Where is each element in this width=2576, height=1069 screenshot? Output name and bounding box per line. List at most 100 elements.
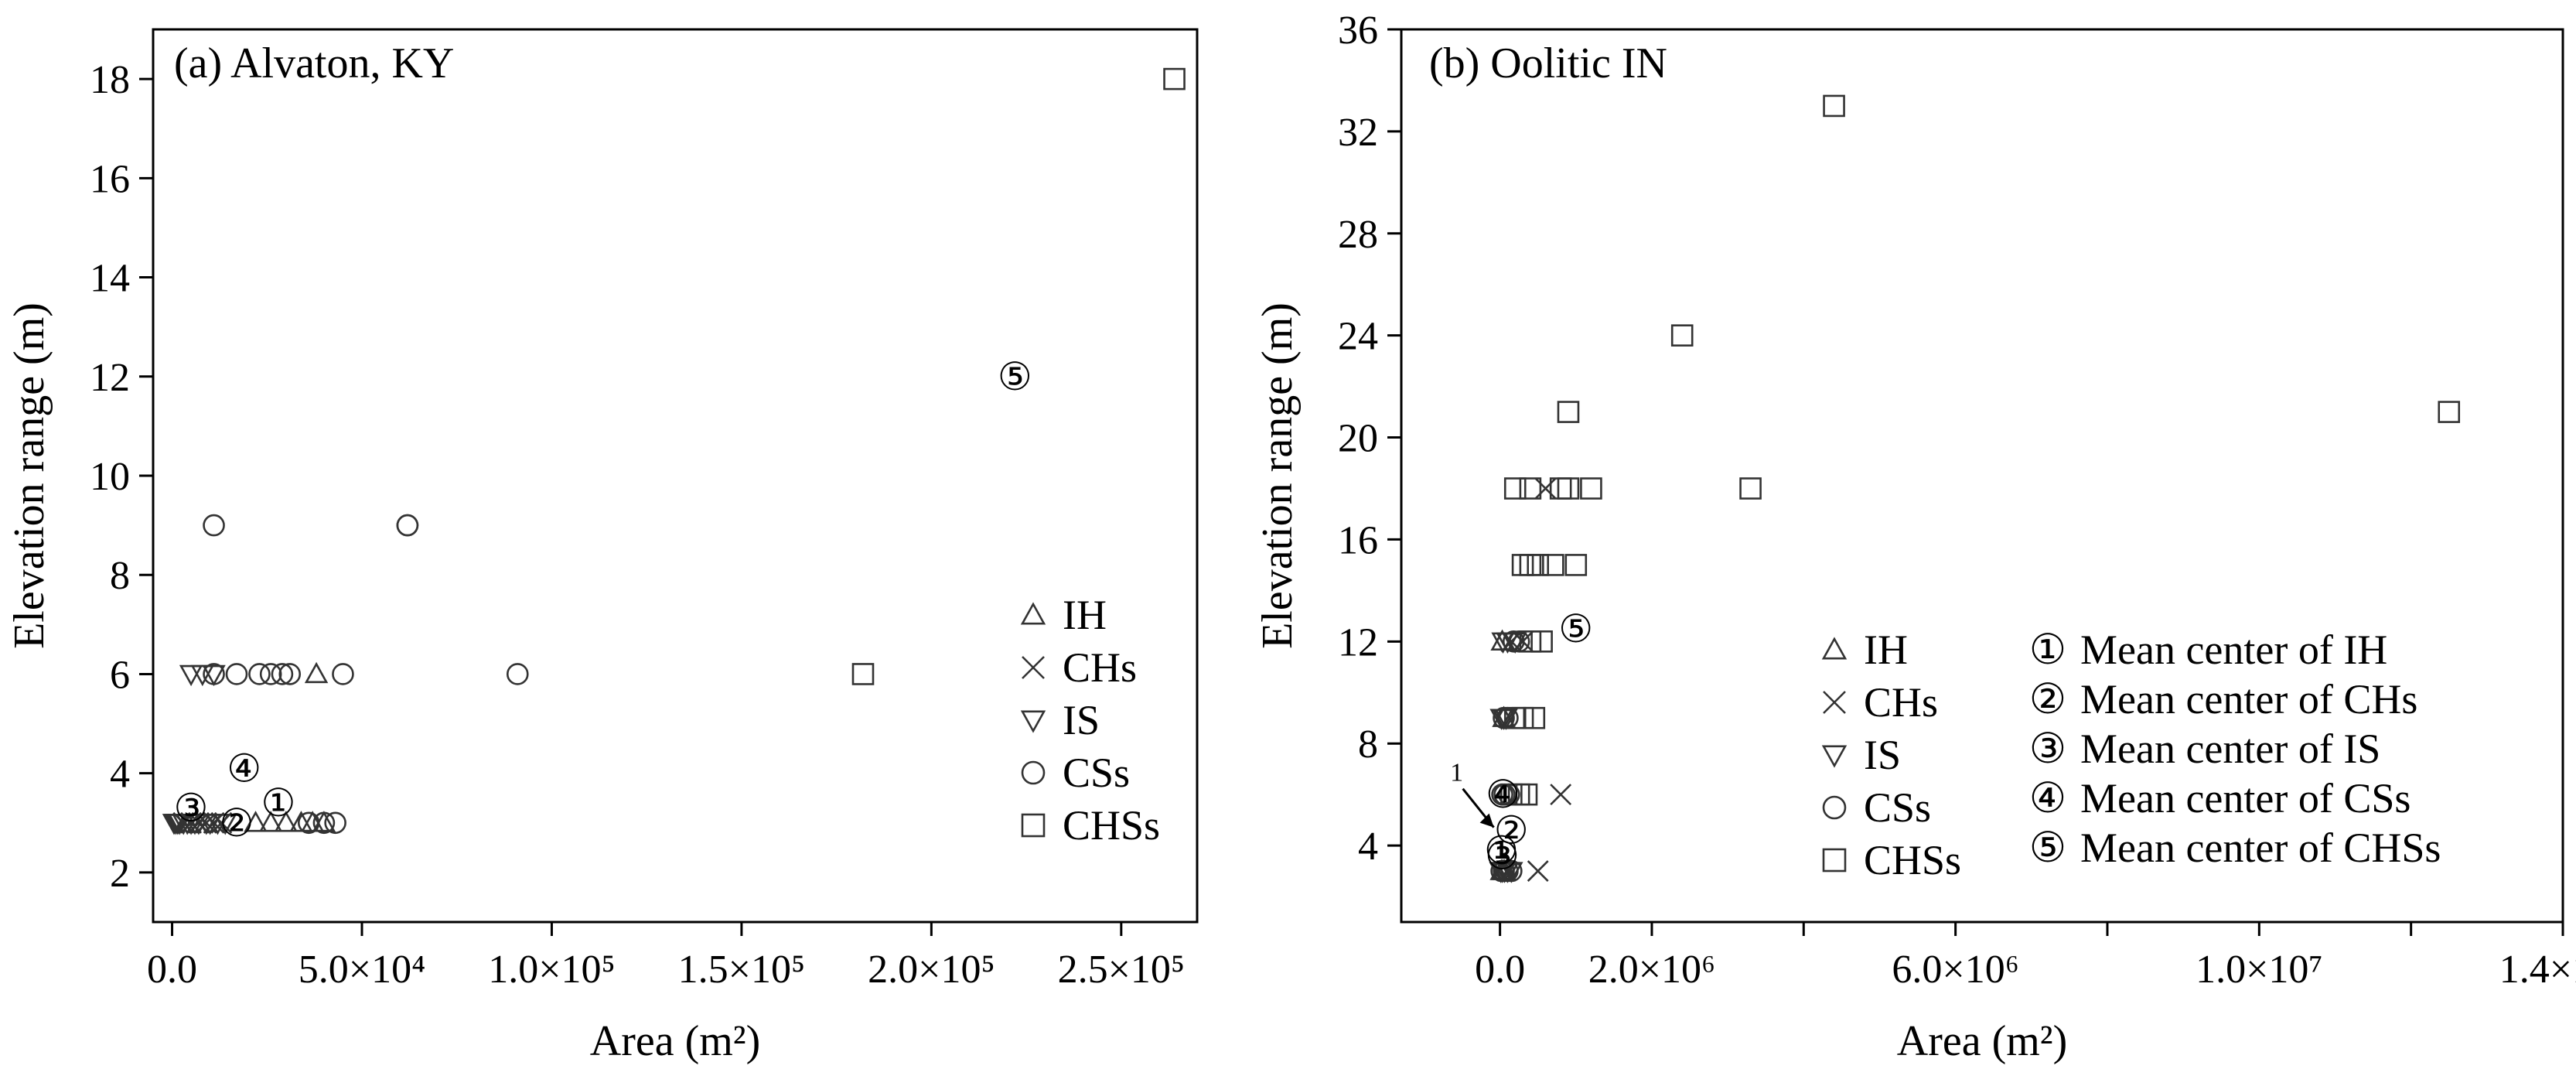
data-points-a xyxy=(162,67,1186,835)
data-point-chss xyxy=(1511,554,1534,576)
data-point-chss xyxy=(1542,554,1564,576)
legend-marker-chs-stroke xyxy=(1022,656,1045,679)
series-css xyxy=(203,514,529,835)
legend-a: IH CHs IS CSs CHSs xyxy=(1020,592,1160,849)
legend-item-is: IS xyxy=(1020,697,1100,743)
note-symbol: ③ xyxy=(2029,724,2066,773)
legend-item-chs: CHs xyxy=(1823,679,1938,726)
data-point-ih xyxy=(258,811,283,832)
series-chss xyxy=(1500,94,2461,806)
data-point-css xyxy=(225,663,248,685)
data-point-chss xyxy=(1527,554,1550,576)
note-row: ⑤ Mean center of CHSs xyxy=(2029,823,2441,872)
x-axis-title-a: Area (m²) xyxy=(590,1017,760,1065)
mean-center-marker: ③ xyxy=(174,786,209,831)
legend-marker-ih xyxy=(1821,637,1848,660)
y-tick-label: 2 xyxy=(110,852,130,896)
data-point-chs xyxy=(1527,860,1549,882)
y-tick-label: 8 xyxy=(110,554,130,598)
data-point-chs xyxy=(1534,477,1557,500)
note-text: Mean center of IH xyxy=(2080,627,2387,673)
mean-center-marker: ⑤ xyxy=(1558,606,1593,651)
mean-center-marker: ② xyxy=(1494,808,1529,852)
data-point-css xyxy=(1500,859,1523,883)
data-point-chss xyxy=(1823,94,1845,118)
x-tick-label: 1.0×10⁵ xyxy=(488,948,615,992)
legend-item-chss: CHSs xyxy=(1021,802,1160,849)
y-tick-label: 20 xyxy=(1338,417,1378,461)
note-text: Mean center of IS xyxy=(2080,726,2380,772)
x-tick-label: 2.0×10⁶ xyxy=(1588,948,1715,992)
y-tick-label: 28 xyxy=(1338,213,1378,257)
x-tick-label: 1.4×10⁷ xyxy=(2499,948,2576,992)
y-axis-ticks-b: 4 8 12 16 20 24 28 32 36 xyxy=(1338,9,1401,869)
x-axis-ticks-a: 0.0 5.0×10⁴ 1.0×10⁵ 1.5×10⁵ 2.0×10⁵ 2.5×10⁵ xyxy=(147,922,1185,992)
legend-marker-chs-stroke xyxy=(1823,691,1846,714)
x-tick-label: 6.0×10⁶ xyxy=(1892,948,2018,992)
legend-item-css: CSs xyxy=(1822,784,1931,831)
legend-label-is: IS xyxy=(1864,732,1901,778)
y-axis-title-a: Elevation range (m) xyxy=(5,302,53,649)
note-row: ③ Mean center of IS xyxy=(2029,724,2381,773)
data-point-chss xyxy=(1163,67,1186,91)
y-tick-label: 8 xyxy=(1358,722,1378,767)
legend-item-chs: CHs xyxy=(1022,644,1137,691)
x-axis-ticks-b: 0.0 2.0×10⁶ 6.0×10⁶ 1.0×10⁷ 1.4×10⁷ xyxy=(1475,922,2576,992)
y-tick-label: 6 xyxy=(110,653,130,697)
data-point-chss xyxy=(2438,401,2461,423)
legend-label-chss: CHSs xyxy=(1063,802,1160,849)
data-point-css xyxy=(278,663,302,685)
note-symbol: ① xyxy=(2029,625,2066,674)
data-point-css xyxy=(248,663,271,685)
data-point-css xyxy=(506,663,529,685)
x-tick-label: 1.0×10⁷ xyxy=(2196,948,2322,992)
data-point-chss xyxy=(1511,706,1534,729)
note-text: Mean center of CSs xyxy=(2080,775,2411,821)
data-point-chs-stroke xyxy=(1550,784,1572,806)
note-symbol: ② xyxy=(2029,675,2066,723)
data-point-css xyxy=(259,663,282,685)
legend-marker-chs xyxy=(1823,691,1846,714)
data-point-chss xyxy=(1739,477,1762,500)
note-row: ② Mean center of CHs xyxy=(2029,675,2418,723)
y-tick-label: 14 xyxy=(90,257,130,301)
series-chs xyxy=(1500,477,1572,882)
data-point-css xyxy=(332,663,354,685)
x-tick-label: 2.5×10⁵ xyxy=(1058,948,1185,992)
data-point-chss xyxy=(1557,477,1580,500)
mean-center-marker: ① xyxy=(261,780,296,825)
note-text: Mean center of CHSs xyxy=(2080,825,2441,871)
data-point-chss xyxy=(1670,324,1694,347)
y-tick-label: 16 xyxy=(90,157,130,201)
legend-label-css: CSs xyxy=(1063,750,1130,796)
panel-b-title: (b) Oolitic IN xyxy=(1429,39,1667,87)
plot-frame-b xyxy=(1400,28,2564,924)
data-point-chss xyxy=(1549,477,1572,500)
data-point-css xyxy=(1507,630,1530,653)
data-point-chs-stroke xyxy=(1527,860,1549,882)
legend-item-chss: CHSs xyxy=(1822,837,1961,883)
mean-center-marker: ④ xyxy=(227,746,261,791)
data-point-chss xyxy=(1580,477,1602,500)
data-point-is xyxy=(202,664,226,687)
annotation-arrow-b: 1 xyxy=(1450,759,1495,828)
y-tick-label: 10 xyxy=(90,455,130,499)
legend-label-is: IS xyxy=(1063,697,1100,743)
data-point-css xyxy=(324,811,346,835)
legend-item-ih: IH xyxy=(1020,592,1107,638)
data-point-chss xyxy=(1515,783,1538,806)
x-axis-title-b: Area (m²) xyxy=(1897,1017,2067,1065)
legend-b: IH CHs IS CSs CHSs xyxy=(1821,627,1961,883)
legend-item-ih: IH xyxy=(1821,627,1908,673)
y-tick-label: 24 xyxy=(1338,315,1378,359)
annotation-label: 1 xyxy=(1450,759,1463,787)
y-tick-label: 32 xyxy=(1338,111,1378,155)
annotation-arrow-head xyxy=(1479,813,1494,828)
data-point-chs xyxy=(1550,784,1572,806)
data-point-is xyxy=(179,664,203,687)
y-tick-label: 4 xyxy=(1358,825,1378,869)
y-tick-label: 12 xyxy=(90,356,130,400)
legend-item-is: IS xyxy=(1821,732,1901,778)
